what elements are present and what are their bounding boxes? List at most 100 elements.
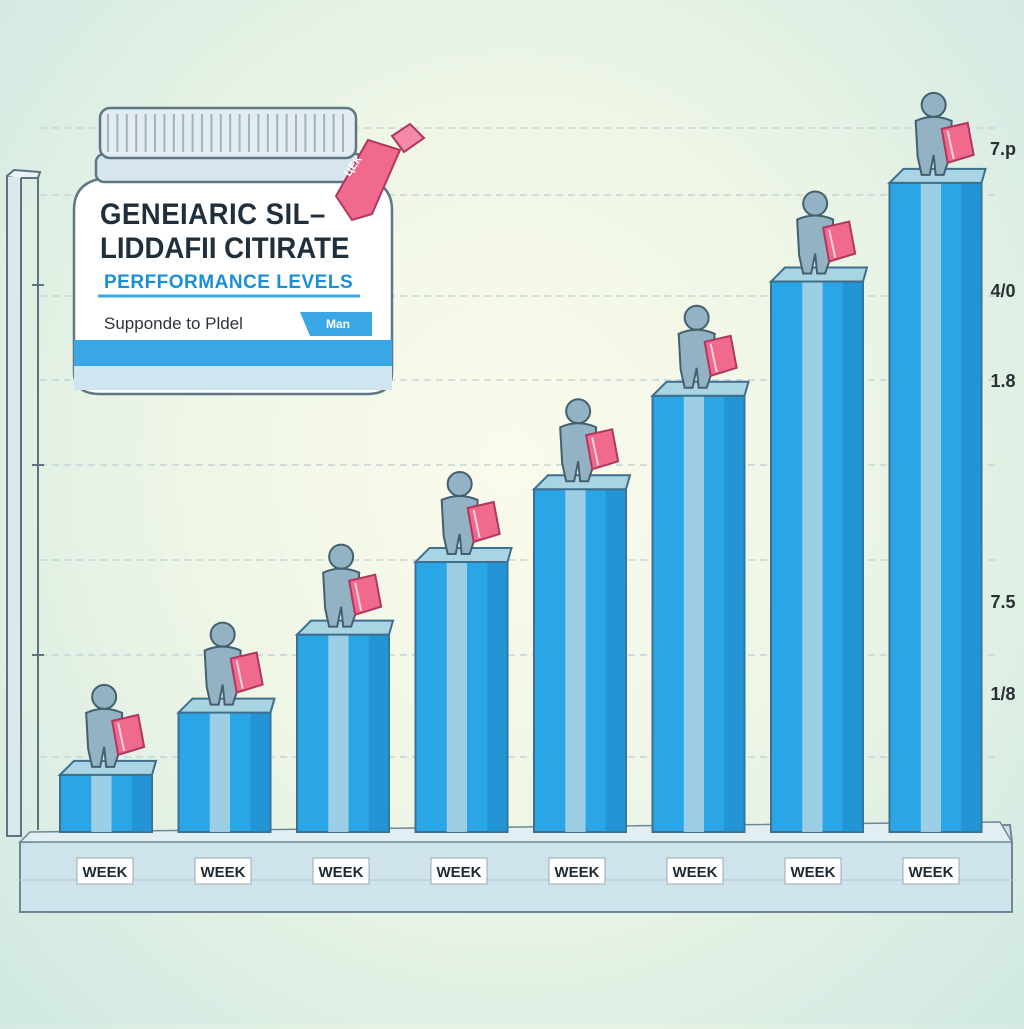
y-tick-label: 1/8: [990, 684, 1015, 704]
person-figure: [203, 621, 264, 706]
person-figure: [440, 470, 501, 555]
bar: [650, 380, 750, 833]
person-figure: [322, 543, 383, 628]
bar-highlight: [565, 489, 586, 832]
figure-head: [446, 470, 473, 497]
packet-shine: [828, 229, 837, 258]
bars: [57, 167, 987, 834]
x-tick-box: [548, 857, 606, 885]
bar-shade: [250, 712, 271, 832]
bar: [57, 759, 158, 834]
y-tick-labels: 1/8 7.5 1.8 4/0 7.p: [990, 139, 1016, 704]
pink-packet: [466, 500, 501, 544]
x-tick-box: [902, 857, 960, 885]
x-tick-label: WEEK: [555, 864, 600, 881]
figure-head: [920, 91, 947, 118]
figure-head: [565, 398, 592, 425]
jar-title-line1: GENEIARIC SIL–: [100, 198, 326, 231]
jar-bottom: [74, 366, 392, 390]
x-tick-label: WEEK: [201, 864, 246, 881]
figures: [85, 91, 975, 768]
person-figure: [914, 91, 975, 176]
x-tick-box: [194, 857, 252, 885]
packet-shine: [946, 130, 955, 160]
pill-jar: [72, 106, 426, 396]
y-tick-label: 7.5: [990, 592, 1015, 612]
packet-shine: [235, 660, 244, 689]
x-tick-box: [430, 857, 488, 885]
base-top: [18, 821, 1014, 843]
figure-head: [683, 304, 710, 331]
bar-shade: [368, 634, 389, 832]
pink-packet: [348, 573, 383, 616]
bar-highlight: [446, 561, 468, 832]
jar-sticker-flap: [390, 122, 426, 154]
packet-shine: [117, 722, 126, 752]
packet-shine: [591, 437, 600, 466]
bar-top: [57, 759, 158, 776]
bar-highlight: [802, 281, 823, 832]
pink-packet: [703, 334, 738, 378]
packet-shine: [709, 343, 718, 373]
x-tick-box: [784, 857, 842, 885]
bar-top: [887, 167, 987, 184]
y-axis-post: [6, 175, 22, 837]
x-tick-box: [666, 857, 724, 885]
pink-packet: [585, 428, 620, 471]
figure-head: [328, 543, 355, 570]
person-figure: [85, 683, 146, 768]
y-tick-label: 7.p: [990, 139, 1016, 159]
figure-head: [209, 621, 236, 648]
pink-packet: [940, 121, 975, 165]
x-tick-box: [312, 857, 370, 885]
bar-highlight: [328, 634, 349, 832]
person-figure: [796, 190, 857, 275]
x-tick-label: WEEK: [791, 864, 836, 881]
y-axis: [6, 168, 44, 837]
jar-title-line2: LIDDAFII CITIRATE: [100, 232, 350, 265]
jar-caption: Supponde to Pldel: [104, 314, 243, 333]
packet-shine: [472, 509, 481, 539]
x-tick-label: WEEK: [319, 864, 364, 881]
x-tick-label: WEEK: [83, 864, 128, 881]
jar-tag-shape: [300, 312, 372, 336]
packet-shine: [354, 582, 363, 611]
bar: [294, 619, 395, 834]
jar-sticker: [334, 138, 402, 222]
pink-packet: [229, 651, 264, 694]
figure-head: [802, 190, 829, 217]
bar: [413, 546, 513, 833]
figure-head: [91, 683, 118, 710]
bar: [887, 167, 987, 833]
pink-packet: [111, 713, 146, 757]
bar-highlight: [920, 182, 942, 833]
pink-packet: [822, 220, 857, 263]
x-tick-label: WEEK: [437, 864, 482, 881]
x-tick-box: [76, 857, 134, 885]
jar-lid: [98, 106, 358, 160]
x-tick-label: WEEK: [673, 864, 718, 881]
bar: [176, 697, 276, 833]
bar-shade: [131, 774, 152, 832]
person-figure: [559, 398, 620, 483]
jar-tag-label: Man: [326, 317, 350, 331]
bar: [768, 266, 869, 833]
x-tick-labels: WEEK WEEK WEEK WEEK WEEK WEEK WEEK WEEK: [76, 857, 960, 885]
person-figure: [677, 304, 738, 389]
y-tick-label: 4/0: [990, 281, 1015, 301]
x-tick-label: WEEK: [909, 864, 954, 881]
bar: [531, 474, 632, 833]
bar-shade: [487, 561, 508, 832]
bar-highlight: [209, 712, 231, 832]
bar-shade: [605, 489, 626, 832]
bar-shade: [842, 281, 863, 832]
bar-highlight: [683, 395, 705, 832]
chart-base: [18, 821, 1014, 913]
jar-subtitle: PERFFORMANCE LEVELS: [104, 272, 354, 293]
bar-shade: [724, 395, 745, 832]
bar-highlight: [91, 774, 112, 832]
bar-shade: [961, 182, 982, 833]
y-axis-cap: [6, 168, 42, 179]
